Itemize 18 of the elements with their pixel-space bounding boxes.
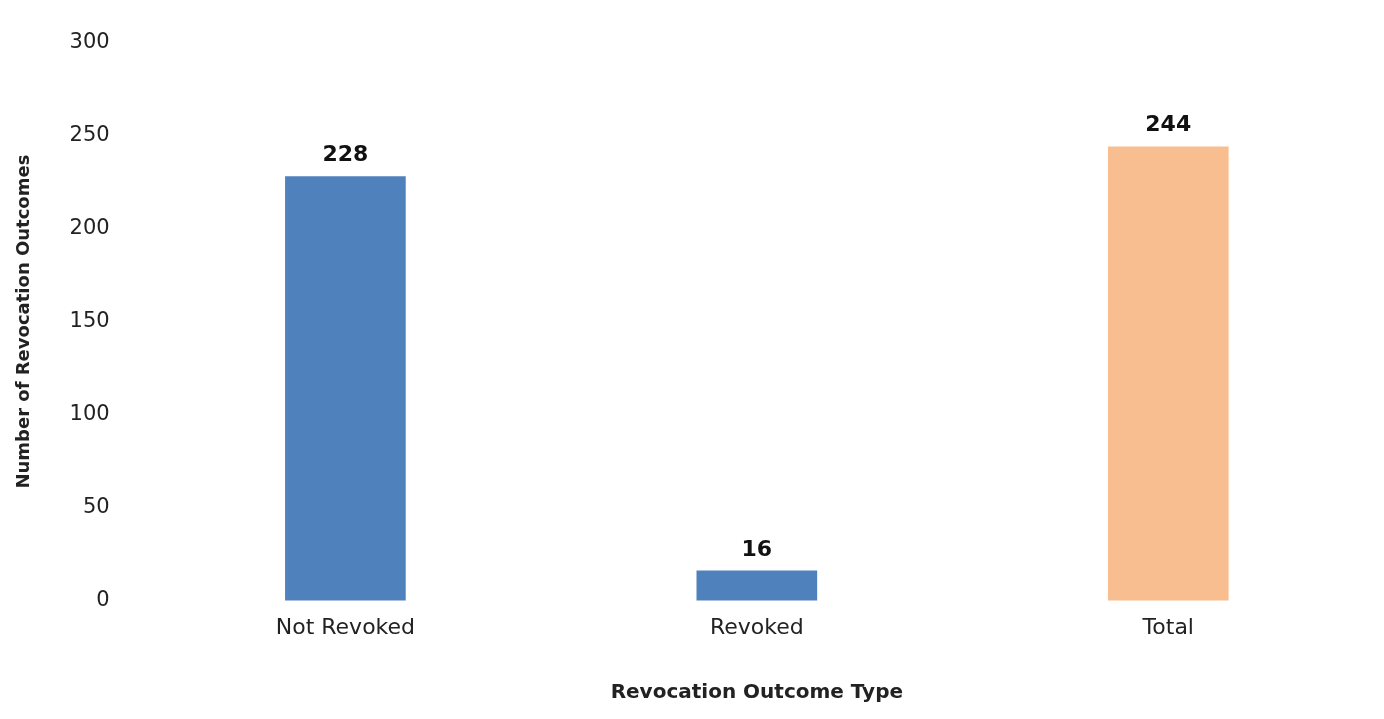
y-tick-label: 250 — [69, 122, 110, 147]
bar — [285, 176, 406, 601]
data-label: 16 — [741, 535, 773, 561]
y-tick-label: 150 — [69, 308, 110, 333]
bar — [696, 570, 818, 601]
data-label: 228 — [322, 141, 369, 167]
y-tick-label: 300 — [69, 29, 110, 54]
y-tick-label: 200 — [69, 215, 110, 240]
x-tick-label: Not Revoked — [275, 613, 416, 639]
y-tick-label: 50 — [82, 494, 110, 519]
y-tick-label: 100 — [69, 401, 110, 426]
y-tick-label: 0 — [96, 587, 110, 612]
y-axis-title: Number of Revocation Outcomes — [12, 154, 34, 489]
x-axis-title: Revocation Outcome Type — [610, 679, 904, 704]
x-tick-label: Total — [1141, 613, 1194, 639]
data-label: 244 — [1145, 111, 1192, 137]
bar — [1107, 146, 1229, 601]
x-tick-label: Revoked — [709, 613, 804, 639]
